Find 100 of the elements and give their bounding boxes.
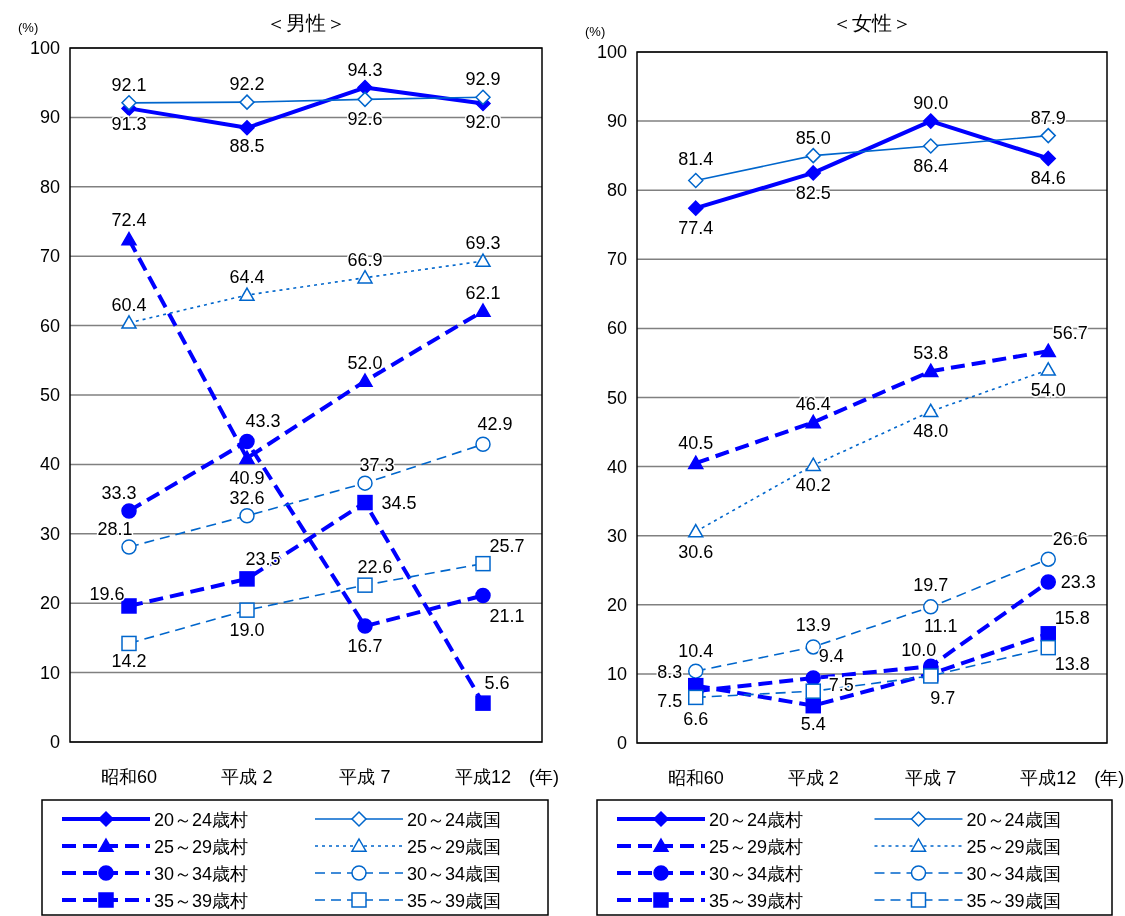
legend-label: 35～39歳村 <box>709 891 804 911</box>
y-tick-label: 0 <box>616 733 627 753</box>
y-tick-label: 30 <box>39 523 60 544</box>
point <box>1040 150 1056 167</box>
data-label: 86.4 <box>913 155 949 176</box>
data-label: 72.4 <box>111 209 147 230</box>
legend-label: 20～24歳国 <box>407 810 502 830</box>
y-axis-title: (%) <box>585 24 606 39</box>
x-tick-label: 昭和60 <box>667 768 724 788</box>
legend-label: 25～29歳村 <box>709 837 804 857</box>
point <box>475 695 491 711</box>
legend-label: 25～29歳国 <box>966 837 1061 857</box>
data-label: 10.4 <box>678 641 714 662</box>
point <box>1040 343 1056 358</box>
point <box>923 113 939 129</box>
point <box>805 683 821 699</box>
data-label: 5.6 <box>484 673 510 694</box>
data-label: 48.0 <box>913 421 949 442</box>
y-tick-label: 80 <box>606 180 627 201</box>
y-tick-label: 100 <box>29 38 60 58</box>
data-label: 43.3 <box>245 411 281 432</box>
data-label: 77.4 <box>678 218 714 239</box>
point <box>357 618 373 634</box>
legend-label: 35～39歳村 <box>154 891 249 911</box>
data-label: 9.4 <box>818 646 844 667</box>
data-label: 40.2 <box>795 475 831 496</box>
y-tick-label: 0 <box>49 732 60 752</box>
data-label: 84.6 <box>1030 168 1066 189</box>
point <box>475 253 491 268</box>
legend-label: 30～34歳国 <box>966 864 1061 884</box>
data-label: 22.6 <box>357 557 393 578</box>
y-tick-label: 20 <box>39 593 60 614</box>
legend-label: 25～29歳村 <box>154 837 249 857</box>
data-label: 46.4 <box>795 394 831 415</box>
y-tick-label: 70 <box>39 246 60 267</box>
chart-title: ＜女性＞ <box>832 12 912 34</box>
y-tick-label: 20 <box>606 594 627 615</box>
x-tick-label: 平成 7 <box>339 767 391 787</box>
point <box>357 373 373 388</box>
data-label: 8.3 <box>657 661 683 682</box>
data-label: 16.7 <box>347 636 383 657</box>
data-label: 60.4 <box>111 294 147 315</box>
x-tick-label: 昭和60 <box>100 767 158 787</box>
y-tick-label: 60 <box>39 315 60 336</box>
data-label: 14.2 <box>111 651 147 672</box>
data-label: 94.3 <box>347 59 383 80</box>
data-label: 23.5 <box>245 548 281 569</box>
y-axis-title: (%) <box>18 20 39 35</box>
point <box>1040 574 1056 590</box>
point <box>357 494 373 511</box>
data-label: 15.8 <box>1054 607 1090 628</box>
y-tick-label: 40 <box>39 454 60 475</box>
chart-title: ＜男性＞ <box>266 12 346 34</box>
data-label: 66.9 <box>347 249 383 270</box>
data-label: 7.5 <box>828 675 854 696</box>
data-label: 5.4 <box>800 713 826 734</box>
data-label: 92.1 <box>111 74 147 95</box>
point <box>1040 362 1056 376</box>
data-label: 11.1 <box>923 616 958 637</box>
y-tick-label: 90 <box>606 111 627 132</box>
legend-label: 35～39歳国 <box>966 891 1061 911</box>
data-label: 81.4 <box>678 148 714 169</box>
point <box>357 269 373 284</box>
point <box>923 403 939 418</box>
data-label: 64.4 <box>229 267 265 288</box>
data-label: 19.0 <box>229 620 265 641</box>
legend-label: 25～29歳国 <box>407 837 502 857</box>
y-tick-label: 10 <box>606 663 627 684</box>
data-label: 37.3 <box>359 455 395 476</box>
data-label: 7.5 <box>657 691 683 712</box>
data-label: 28.1 <box>97 518 133 539</box>
x-axis-title: (年) <box>529 767 559 787</box>
point <box>239 571 255 587</box>
data-label: 69.3 <box>465 233 501 254</box>
data-label: 90.0 <box>913 93 949 114</box>
data-label: 25.7 <box>489 535 525 556</box>
point <box>1040 639 1056 656</box>
y-tick-label: 50 <box>39 385 60 405</box>
data-label: 13.8 <box>1054 653 1090 674</box>
x-tick-label: 平成12 <box>1020 768 1077 788</box>
point <box>475 587 491 604</box>
data-label: 88.5 <box>229 135 265 156</box>
legend-label: 30～34歳村 <box>709 864 804 884</box>
point <box>121 598 137 614</box>
data-label: 85.0 <box>795 127 831 148</box>
point <box>805 165 821 181</box>
y-tick-label: 30 <box>606 525 627 546</box>
data-label: 23.3 <box>1060 572 1096 592</box>
point <box>121 95 137 111</box>
point <box>239 433 255 450</box>
legend-label: 30～34歳村 <box>154 864 249 884</box>
data-label: 13.9 <box>795 614 831 635</box>
point <box>688 689 704 706</box>
point <box>121 231 137 246</box>
y-tick-label: 50 <box>606 387 627 408</box>
data-label: 91.3 <box>111 114 147 135</box>
data-label: 92.6 <box>347 109 383 130</box>
point <box>121 503 137 519</box>
point <box>239 450 255 465</box>
point <box>688 455 704 470</box>
